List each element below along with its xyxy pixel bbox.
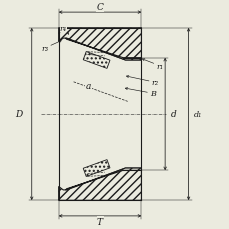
- Polygon shape: [83, 52, 109, 69]
- Text: d₁: d₁: [193, 111, 202, 118]
- Text: a: a: [85, 81, 91, 90]
- Text: r₂: r₂: [126, 76, 158, 87]
- Text: D: D: [15, 110, 22, 119]
- Text: d: d: [170, 110, 176, 119]
- Text: B: B: [125, 88, 155, 98]
- Polygon shape: [65, 39, 141, 61]
- Text: C: C: [96, 3, 103, 12]
- Text: r₃: r₃: [41, 41, 61, 53]
- Polygon shape: [58, 29, 141, 61]
- Text: T: T: [97, 217, 103, 226]
- Polygon shape: [58, 168, 141, 200]
- Text: r₄: r₄: [60, 25, 68, 35]
- Polygon shape: [83, 160, 109, 177]
- Text: r₁: r₁: [142, 59, 163, 70]
- Polygon shape: [65, 168, 141, 190]
